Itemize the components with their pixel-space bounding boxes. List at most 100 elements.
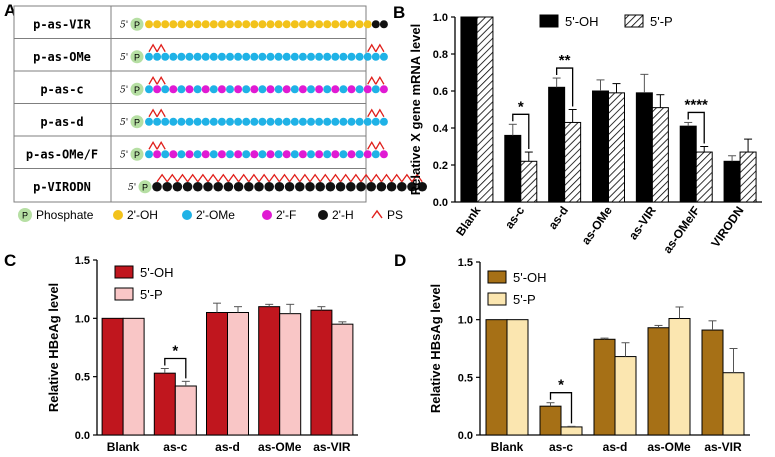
nucleotide	[331, 117, 340, 126]
nucleotide	[355, 52, 364, 61]
x-tick-label: Blank	[453, 203, 483, 238]
nucleotide	[153, 117, 162, 126]
ps-linkage	[148, 108, 158, 118]
ps-linkage	[375, 140, 385, 150]
nucleotide	[169, 150, 178, 159]
nucleotide	[298, 85, 307, 94]
ps-linkage	[299, 173, 311, 183]
ps-linkage	[375, 108, 385, 118]
y-tick-label: 0.2	[433, 160, 448, 172]
nucleotide	[217, 20, 226, 29]
nucleotide	[161, 85, 170, 94]
ps-linkage	[166, 173, 178, 183]
ps-linkage	[375, 75, 385, 85]
nucleotide	[274, 150, 283, 159]
nucleotide	[379, 150, 388, 159]
x-tick-label: as-OMe/F	[660, 204, 702, 256]
nucleotide	[217, 52, 226, 61]
nucleotide	[323, 150, 332, 159]
nucleotide	[250, 20, 259, 29]
legend-phosphate-symbol: P	[22, 211, 28, 221]
nucleotide	[315, 117, 324, 126]
ps-linkage	[187, 173, 199, 183]
significance-marker: *	[172, 343, 178, 360]
nucleotide	[331, 150, 340, 159]
y-tick-label: 0.5	[458, 372, 473, 384]
nucleotide	[371, 52, 380, 61]
nucleotide	[346, 181, 356, 192]
bar-p	[227, 312, 249, 436]
legend-label: 5'-OH	[565, 14, 599, 29]
y-tick-label: 1.0	[433, 12, 448, 24]
nucleotide	[161, 117, 170, 126]
bar-p	[608, 92, 625, 203]
legend-swatch	[114, 265, 134, 279]
ps-linkage	[367, 140, 377, 150]
x-tick-label: as-OMe	[579, 203, 616, 247]
nucleotide	[363, 85, 372, 94]
ps-linkage	[319, 173, 331, 183]
x-tick-label: as-c	[502, 203, 527, 231]
nucleotide	[307, 20, 315, 29]
nucleotide	[274, 52, 283, 61]
legend-phosphate-icon	[18, 208, 32, 222]
bar-p	[476, 16, 494, 203]
nucleotide	[258, 52, 267, 61]
nucleotide	[242, 52, 251, 61]
bar-oh	[460, 16, 478, 203]
nucleotide	[363, 20, 372, 29]
nucleotide	[223, 181, 234, 192]
row-label: p-as-VIR	[33, 17, 92, 31]
significance-bracket	[512, 113, 530, 150]
bar-oh	[635, 92, 653, 203]
nucleotide	[217, 117, 226, 126]
x-tick-label: as-VIR	[704, 440, 742, 454]
legend-swatch	[114, 287, 134, 301]
legend-label: 5'-OH	[513, 270, 547, 285]
nucleotide	[266, 117, 275, 126]
nucleotide	[274, 181, 285, 192]
ps-linkage	[176, 173, 189, 183]
nucleotide	[355, 150, 364, 159]
nucleotide	[145, 85, 153, 94]
legend-label: 2'-OMe	[196, 208, 235, 222]
legend-swatch	[318, 210, 328, 220]
legend-swatch	[113, 210, 123, 220]
nucleotide	[217, 85, 226, 94]
nucleotide	[244, 181, 254, 192]
nucleotide	[347, 117, 356, 126]
phosphate-symbol: P	[134, 117, 140, 127]
ps-linkage	[238, 173, 250, 183]
nucleotide	[315, 20, 324, 29]
nucleotide	[153, 85, 162, 94]
x-tick-label: Blank	[491, 440, 524, 454]
nucleotide	[290, 20, 299, 29]
legend-swatch	[539, 14, 559, 28]
ps-linkage	[309, 173, 321, 183]
ps-linkage	[148, 43, 158, 53]
chart-b: 0.0 0.2 0.4 0.6 0.8 1.0 Relative X gene mRNA l…	[408, 12, 762, 256]
nucleotide	[193, 52, 202, 61]
nucleotide	[363, 117, 372, 126]
nucleotide	[290, 52, 299, 61]
nucleotide	[290, 85, 299, 94]
nucleotide	[209, 20, 218, 29]
nucleotide	[266, 150, 275, 159]
nucleotide	[153, 52, 162, 61]
nucleotide	[339, 20, 348, 29]
significance-bracket	[549, 392, 573, 424]
nucleotide	[307, 85, 315, 94]
y-tick-label: 1.5	[75, 255, 90, 267]
legend-label: PS	[387, 208, 403, 222]
phosphate-symbol: P	[134, 150, 140, 160]
bar-oh	[548, 86, 566, 203]
ps-linkage	[268, 173, 280, 183]
legend-swatch	[624, 14, 644, 28]
nucleotide	[339, 85, 348, 94]
ps-linkage	[375, 43, 385, 53]
chart-c: 0.0 0.5 1.0 1.5 Relative HBeAg level Blank as-…	[46, 255, 358, 454]
nucleotide	[315, 150, 324, 159]
ps-linkage	[258, 173, 270, 183]
nucleotide	[323, 85, 332, 94]
ps-linkage	[227, 173, 240, 183]
